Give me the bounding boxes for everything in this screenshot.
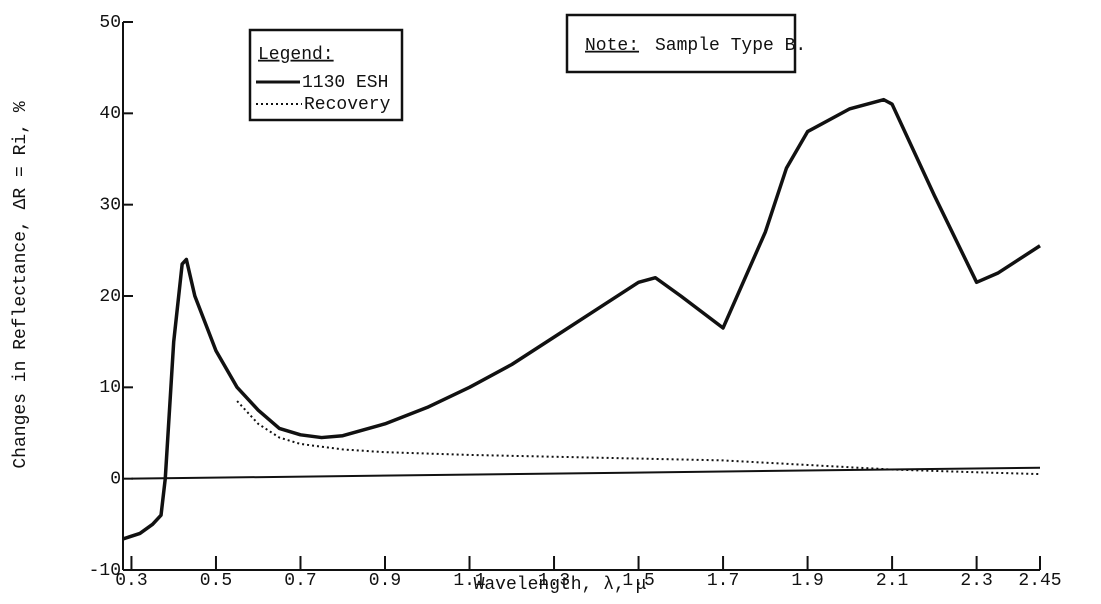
- x-tick-label: 0.7: [284, 571, 316, 591]
- x-tick-label: 1.7: [707, 571, 739, 591]
- legend-box: [248, 28, 404, 122]
- legend-title: Legend:: [258, 45, 334, 65]
- y-tick-label: -10: [89, 561, 121, 581]
- x-tick-label: 0.5: [200, 571, 232, 591]
- legend-entry: Recovery: [304, 95, 391, 115]
- y-tick-label: 20: [99, 287, 121, 307]
- y-tick-label: 0: [110, 469, 121, 489]
- x-tick-label: 2.3: [960, 571, 992, 591]
- y-axis-label: Changes in Reflectance, ΔR = Ri, %: [11, 101, 31, 468]
- legend-entry: 1130 ESH: [302, 73, 388, 93]
- note: Note: Sample Type B.: [565, 13, 806, 74]
- x-tick-label: 1.9: [791, 571, 823, 591]
- y-tick-label: 50: [99, 13, 121, 33]
- y-tick-label: 40: [99, 104, 121, 124]
- x-tick-label: 0.3: [115, 571, 147, 591]
- x-tick-label: 1.1: [453, 571, 485, 591]
- line-series: [236, 400, 1041, 476]
- note-box: [565, 13, 797, 74]
- note-text: Sample Type B.: [655, 36, 806, 56]
- y-tick-label: 10: [99, 378, 121, 398]
- x-tick-label: 2.1: [876, 571, 908, 591]
- note-label: Note:: [585, 36, 639, 56]
- legend: Legend: 1130 ESH Recovery: [248, 28, 404, 122]
- y-tick-label: 30: [99, 195, 121, 215]
- line-series: [131, 466, 1041, 480]
- x-axis-label: Wavelength, λ, μ: [474, 575, 647, 595]
- line-series: [122, 97, 1041, 541]
- x-tick-label: 0.9: [369, 571, 401, 591]
- x-tick-label: 1.5: [622, 571, 654, 591]
- x-tick-label: 1.3: [538, 571, 570, 591]
- x-tick-label: 2.45: [1018, 571, 1061, 591]
